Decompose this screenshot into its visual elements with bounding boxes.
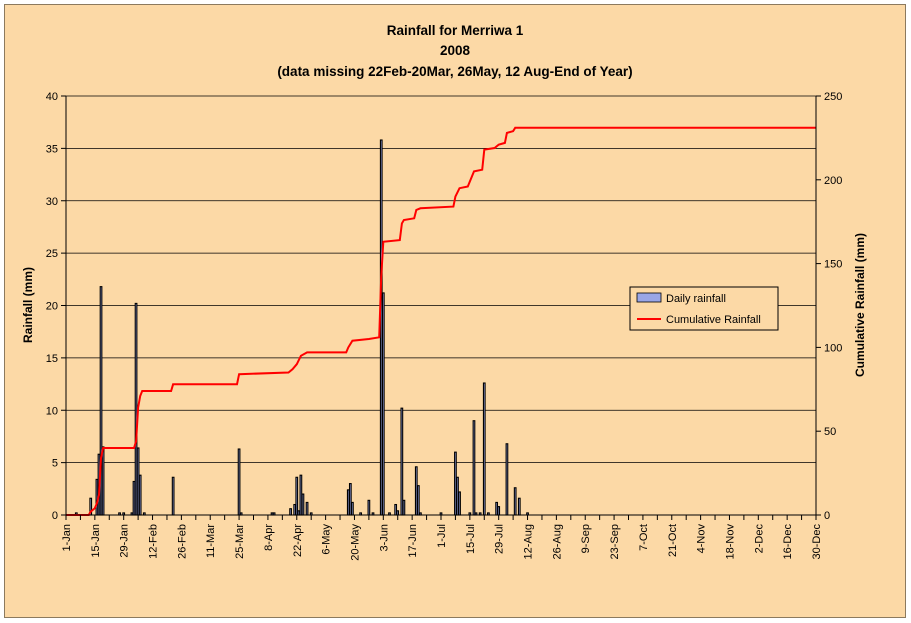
daily-rainfall-bar [297, 510, 301, 516]
left-axis-tick-label: 15 [46, 353, 58, 365]
daily-rainfall-bar [348, 483, 352, 516]
left-axis-tick-label: 10 [46, 405, 58, 417]
daily-rainfall-bar [379, 139, 383, 516]
left-axis-title: Rainfall (mm) [21, 267, 35, 343]
right-axis-tick-label: 100 [824, 342, 842, 354]
left-axis-tick-label: 0 [52, 510, 58, 522]
daily-rainfall-bar [171, 476, 175, 516]
x-axis-tick-label: 20-May [349, 524, 361, 561]
x-axis-tick-label: 29-Jul [494, 524, 506, 554]
axes: 0 5 10 15 20 25 30 35 40 0 50 100 150 200 250 1-Jan 15-J… [46, 91, 843, 561]
x-axis-tick-label: 21-Oct [667, 524, 679, 557]
x-axis-tick-label: 8-Apr [263, 524, 275, 551]
x-axis-tick-label: 15-Jan [90, 524, 102, 558]
x-axis-tick-label: 12-Aug [523, 524, 535, 559]
daily-rainfall-bar [495, 501, 499, 516]
chart-title-line-2: 2008 [440, 43, 471, 58]
legend: Daily rainfall Cumulative Rainfall [629, 286, 779, 331]
daily-rainfall-bar [458, 491, 461, 516]
daily-rainfall-bar [136, 447, 140, 516]
x-axis-tick-label: 2-Dec [753, 524, 765, 554]
daily-rainfall-bar [454, 451, 457, 516]
x-axis-tick-label: 23-Sep [609, 524, 621, 559]
daily-rainfall-bar [472, 420, 476, 516]
x-axis-tick-label: 4-Nov [696, 524, 708, 554]
right-axis-tick-label: 0 [824, 510, 830, 522]
daily-rainfall-bar [394, 503, 398, 516]
x-axis-tick-label: 12-Feb [148, 524, 160, 559]
daily-rainfall-bar [497, 506, 501, 516]
left-axis-tick-label: 25 [46, 248, 58, 260]
legend-label-daily-rainfall: Daily rainfall [666, 293, 726, 305]
daily-rainfall-bar [381, 292, 385, 516]
right-axis-title: Cumulative Rainfall (mm) [853, 233, 867, 377]
daily-rainfall-bar [138, 474, 142, 516]
daily-rainfall-bar [517, 497, 521, 516]
daily-rainfall-bar [305, 501, 309, 516]
x-axis-tick-label: 18-Nov [724, 524, 736, 560]
x-axis-tick-label: 1-Jul [436, 524, 448, 548]
left-axis-tick-label: 30 [46, 196, 58, 208]
daily-rainfall-bar [456, 476, 459, 516]
daily-rainfall-bar [132, 480, 136, 516]
left-axis-tick-label: 35 [46, 143, 58, 155]
x-axis-tick-label: 3-Jun [378, 524, 390, 552]
x-axis-tick-label: 16-Dec [782, 524, 794, 560]
x-axis-tick-label: 1-Jan [61, 524, 73, 552]
x-axis-tick-label: 7-Oct [638, 524, 650, 551]
right-axis-tick-label: 50 [824, 426, 836, 438]
daily-rainfall-bar [301, 493, 305, 516]
daily-rainfall-bar [289, 508, 292, 516]
daily-rainfall-bar [351, 501, 354, 516]
legend-label-cumulative-rainfall: Cumulative Rainfall [666, 314, 761, 326]
x-axis-tick-label: 26-Feb [176, 524, 188, 559]
x-axis-tick-label: 26-Aug [551, 524, 563, 559]
daily-rainfall-bar [295, 476, 299, 516]
daily-rainfall-bar [396, 510, 400, 516]
daily-rainfall-bar [505, 443, 509, 516]
chart-title-line-3: (data missing 22Feb-20Mar, 26May, 12 Aug… [277, 64, 632, 79]
daily-rainfall-bar [101, 446, 105, 516]
cumulative-rainfall-line [66, 126, 816, 516]
daily-rainfall-bar [299, 474, 303, 516]
daily-rainfall-bar [367, 499, 371, 516]
x-axis-tick-label: 15-Jul [465, 524, 477, 554]
x-axis-tick-label: 25-Mar [234, 524, 246, 559]
daily-rainfall-bar [482, 382, 486, 516]
x-axis-tick-label: 6-May [321, 524, 333, 555]
left-axis-tick-label: 5 [52, 458, 58, 470]
daily-rainfall-bar [346, 489, 350, 516]
daily-rainfall-bar [237, 448, 241, 516]
legend-swatch-daily-rainfall [636, 292, 662, 303]
x-axis-tick-label: 17-Jun [407, 524, 419, 558]
right-axis-tick-label: 200 [824, 175, 842, 187]
x-axis-tick-label: 30-Dec [811, 524, 823, 560]
daily-rainfall-bar [513, 487, 517, 516]
daily-rainfall-bar [293, 503, 297, 516]
daily-rainfall-bar [402, 499, 406, 516]
x-axis-tick-label: 9-Sep [580, 524, 592, 553]
cumulative-rainfall-line-layer [66, 126, 816, 516]
x-axis-tick-label: 22-Apr [292, 524, 304, 557]
chart-title-line-1: Rainfall for Merriwa 1 [387, 23, 524, 38]
left-axis-tick-label: 20 [46, 301, 58, 313]
chart-title: Rainfall for Merriwa 1 2008 (data missin… [277, 23, 632, 79]
x-axis-tick-label: 29-Jan [119, 524, 131, 558]
daily-rainfall-bar [414, 466, 418, 516]
x-axis-tick-label: 11-Mar [205, 524, 217, 558]
daily-rainfall-bar [400, 407, 404, 516]
right-axis-tick-label: 150 [824, 259, 842, 271]
right-axis-tick-label: 250 [824, 91, 842, 103]
daily-rainfall-bar [134, 302, 138, 516]
left-axis-tick-label: 40 [46, 91, 58, 103]
daily-rainfall-bar [416, 485, 420, 516]
